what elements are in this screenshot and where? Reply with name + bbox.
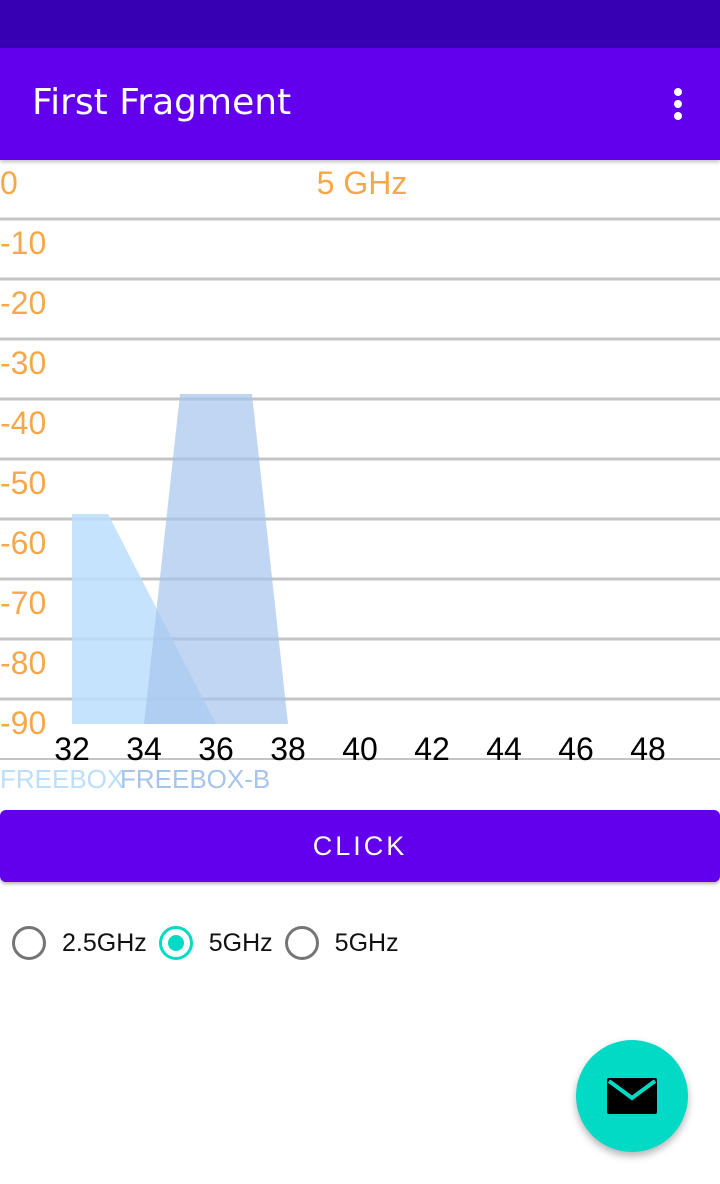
click-button[interactable]: CLICK [0,810,720,882]
app-title: First Fragment [32,82,292,123]
radio-circle-checked[interactable] [158,926,193,960]
series-area-freebox-b [144,394,288,724]
more-vert-icon[interactable] [658,84,698,124]
x-tick-label: 34 [126,731,162,767]
ssid-legend: FREEBOX FREEBOX-B [0,764,720,798]
email-fab-button[interactable] [576,1040,688,1152]
legend-entry-freebox: FREEBOX [0,764,125,794]
y-tick-label: -90 [0,705,46,741]
radio-circle[interactable] [284,926,319,960]
y-tick-label: -10 [0,225,46,261]
y-tick-label: 0 [0,165,18,201]
signal-chart: 0 -10 -20 -30 -40 -50 -60 -70 -80 -90 32 34 36 38 40 42… [0,160,720,800]
x-tick-label: 36 [198,731,234,767]
radio-label: 5GHz [334,928,399,957]
radio-2-5ghz[interactable]: 2.5GHz [12,926,147,960]
radio-5ghz[interactable]: 5GHz [158,926,273,960]
y-tick-label: -70 [0,585,46,621]
x-tick-label: 32 [54,731,90,767]
x-tick-label: 38 [270,731,306,767]
app-bar: First Fragment [0,48,720,160]
y-tick-label: -80 [0,645,46,681]
x-tick-label: 44 [486,731,522,767]
radio-5ghz-alt[interactable]: 5GHz [284,926,399,960]
y-tick-label: -20 [0,285,46,321]
x-tick-label: 40 [342,731,378,767]
y-tick-label: -40 [0,405,46,441]
y-tick-label: -60 [0,525,46,561]
radio-label: 5GHz [208,928,273,957]
email-icon [607,1078,657,1114]
y-tick-label: -30 [0,345,46,381]
x-tick-label: 48 [630,731,666,767]
band-radio-group: 2.5GHz 5GHz 5GHz [12,922,411,964]
radio-label: 2.5GHz [62,928,147,957]
chart-title: 5 GHz [317,165,408,201]
radio-circle[interactable] [12,926,46,960]
x-tick-label: 46 [558,731,594,767]
x-tick-label: 42 [414,731,450,767]
legend-entry-freebox-b: FREEBOX-B [120,764,271,794]
y-tick-label: -50 [0,465,46,501]
status-bar [0,0,720,48]
